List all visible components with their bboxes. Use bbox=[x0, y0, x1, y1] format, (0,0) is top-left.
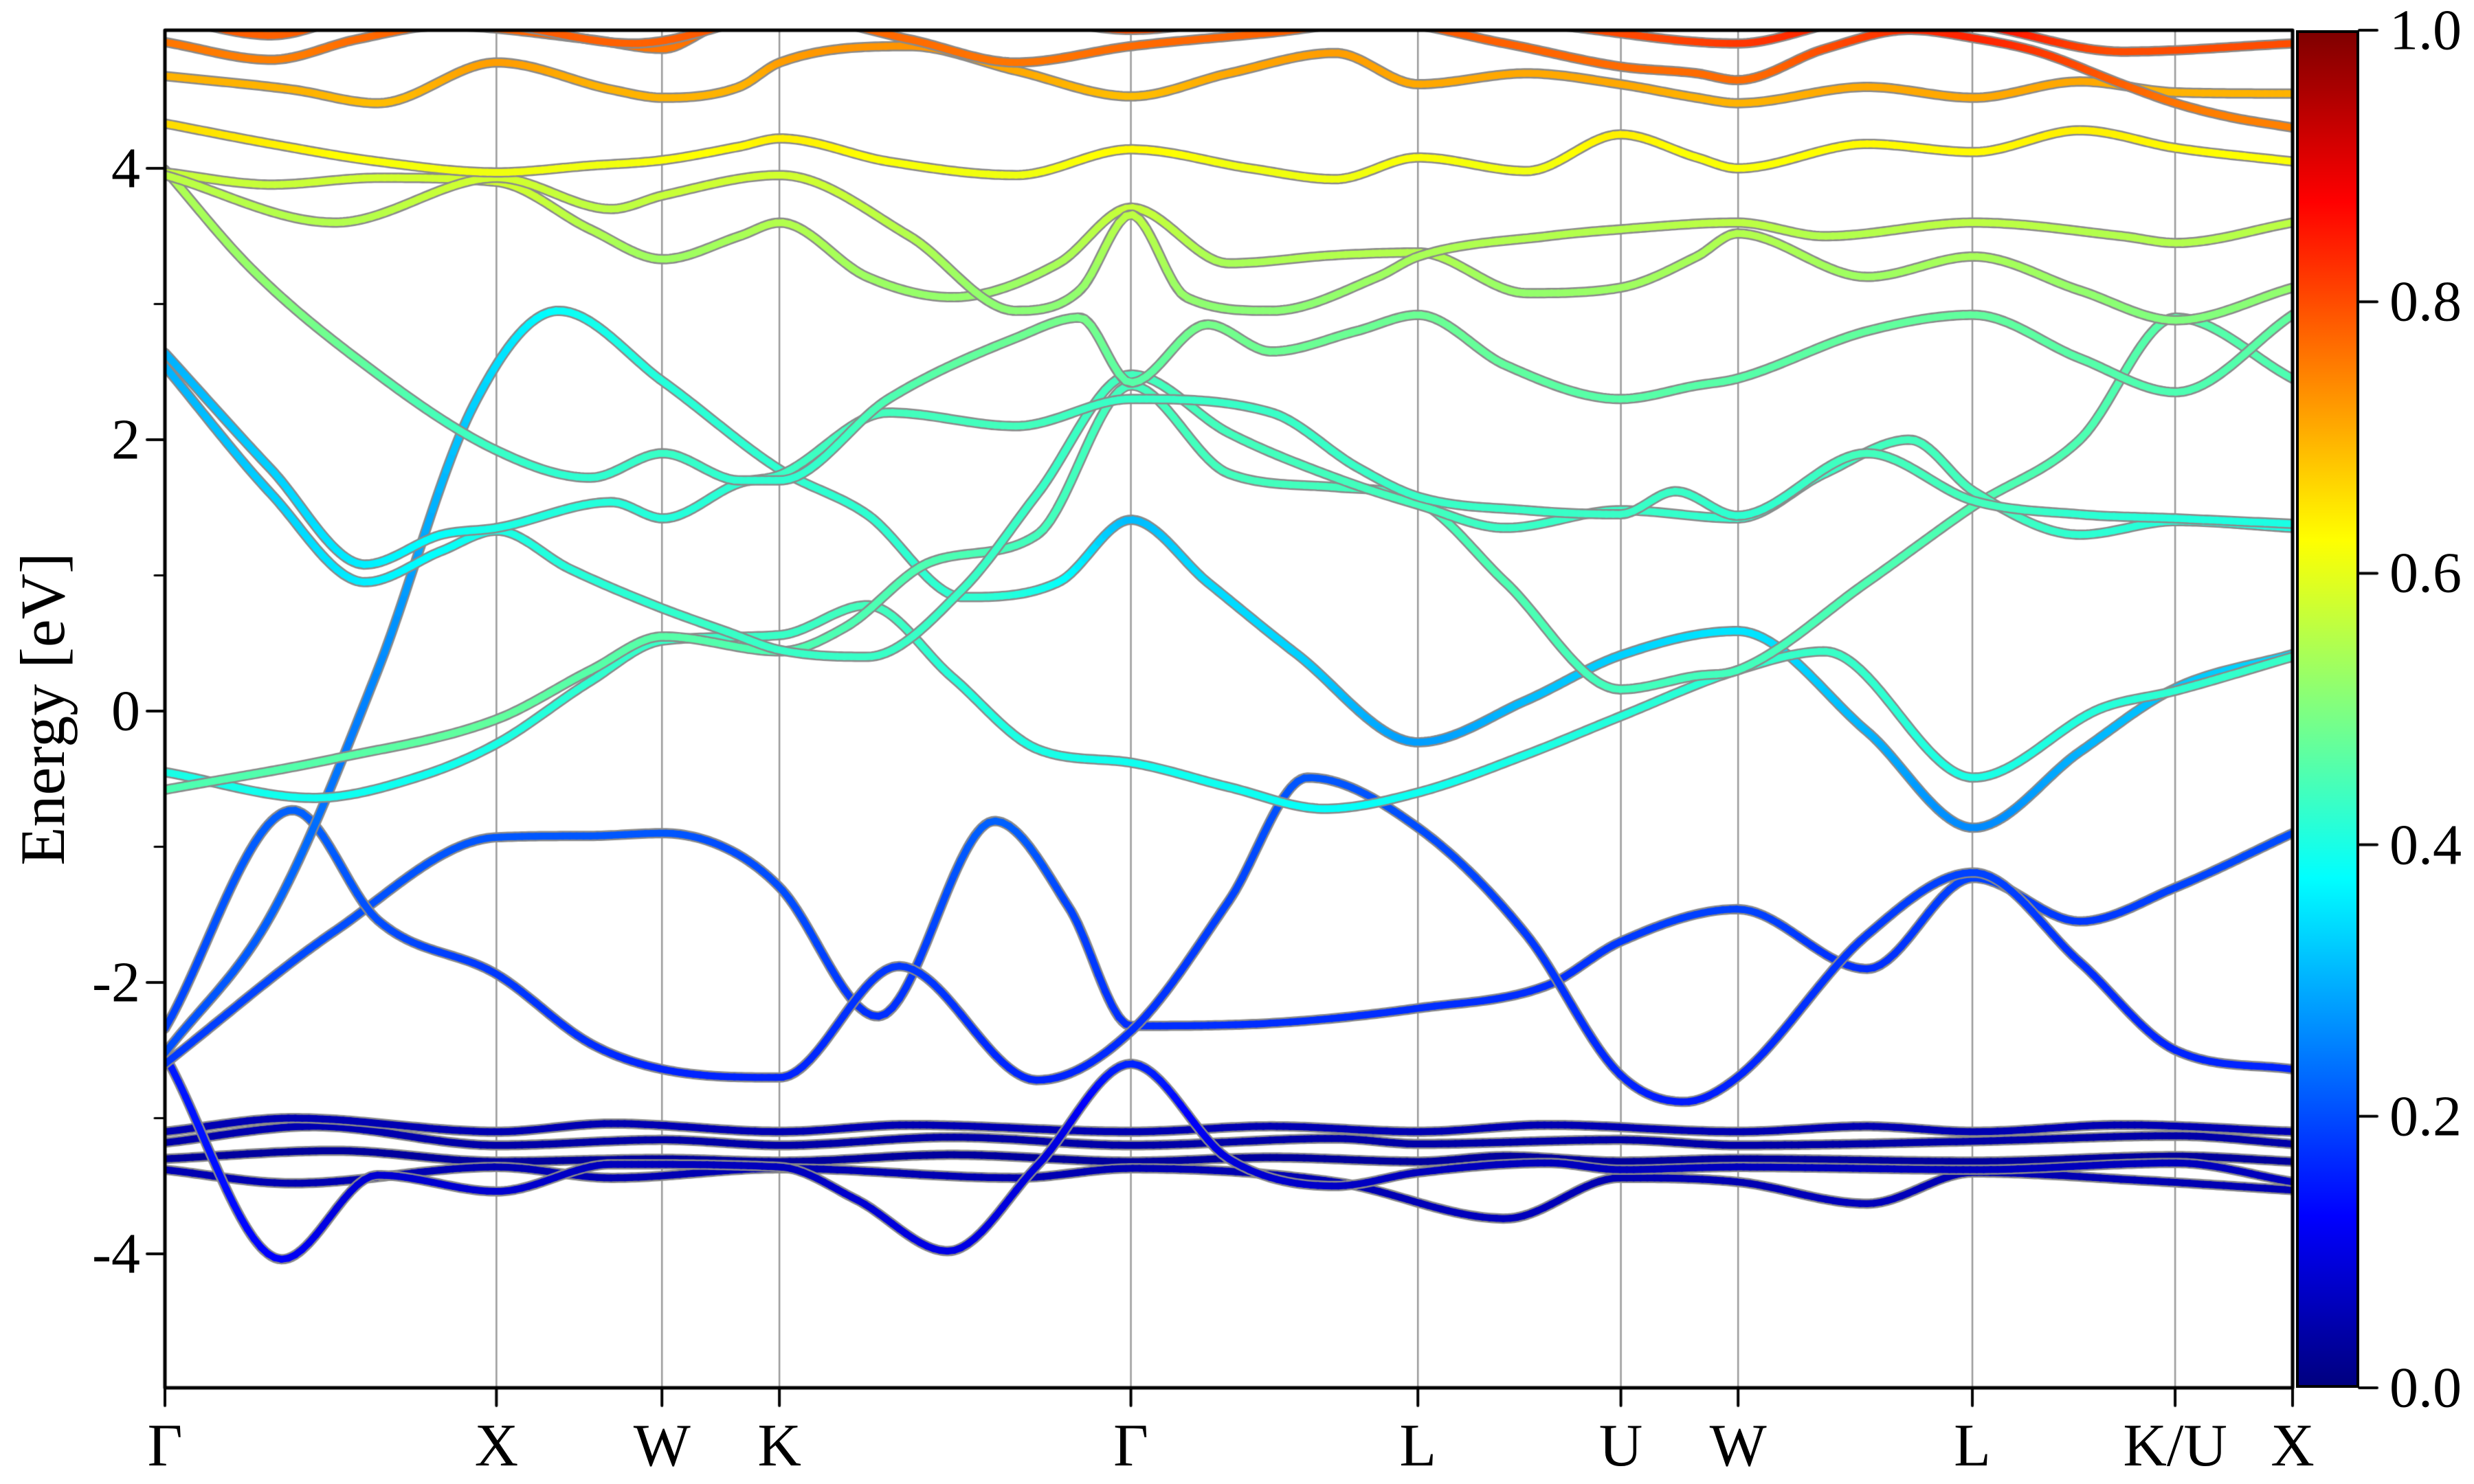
colorbar-tick-label-1.0: 1.0 bbox=[2389, 0, 2462, 63]
x-tick-label-X: X bbox=[2271, 1413, 2315, 1479]
colorbar-tick-label-0.8: 0.8 bbox=[2389, 269, 2462, 334]
colorbar-tick-label-0.0: 0.0 bbox=[2389, 1356, 2462, 1420]
y-tick-label-4: 4 bbox=[111, 136, 140, 201]
colorbar-tick-label-0.6: 0.6 bbox=[2389, 541, 2462, 605]
y-tick-label--4: -4 bbox=[92, 1222, 140, 1286]
x-tick-label-U: U bbox=[1598, 1413, 1643, 1479]
x-tick-label-W: W bbox=[1709, 1413, 1767, 1479]
colorbar bbox=[2296, 30, 2359, 1388]
y-tick-label-2: 2 bbox=[111, 407, 140, 472]
y-axis-label: Energy [eV] bbox=[8, 552, 78, 866]
x-tick-label-Γ: Γ bbox=[1113, 1413, 1149, 1479]
colorbar-tick-label-0.2: 0.2 bbox=[2389, 1084, 2462, 1149]
x-tick-label-L: L bbox=[1954, 1413, 1991, 1479]
x-tick-label-K: K bbox=[757, 1413, 801, 1479]
colorbar-tick-label-0.4: 0.4 bbox=[2389, 813, 2462, 877]
x-tick-label-K/U: K/U bbox=[2123, 1413, 2227, 1479]
x-tick-label-X: X bbox=[474, 1413, 519, 1479]
x-tick-label-W: W bbox=[633, 1413, 691, 1479]
y-tick-label-0: 0 bbox=[111, 679, 140, 743]
x-tick-label-Γ: Γ bbox=[147, 1413, 183, 1479]
y-tick-label--2: -2 bbox=[92, 950, 140, 1015]
x-tick-label-L: L bbox=[1399, 1413, 1437, 1479]
